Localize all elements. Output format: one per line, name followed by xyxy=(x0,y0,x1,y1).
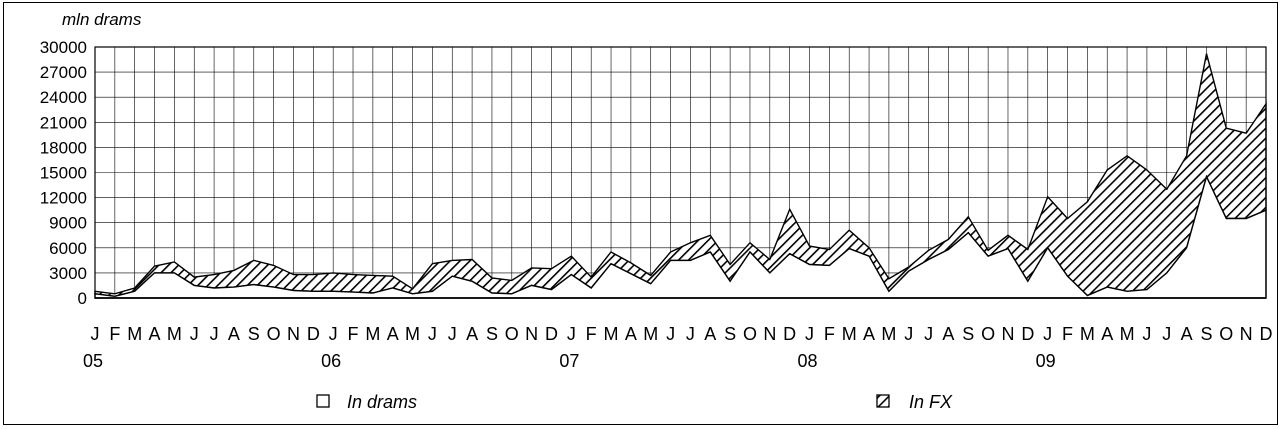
x-tick-label: M xyxy=(405,324,420,344)
x-tick-label: J xyxy=(805,324,814,344)
x-tick-label: M xyxy=(127,324,142,344)
x-tick-label: M xyxy=(1080,324,1095,344)
x-tick-label: J xyxy=(210,324,219,344)
x-tick-label: J xyxy=(666,324,675,344)
y-tick-label: 9000 xyxy=(49,214,87,233)
x-tick-label: A xyxy=(228,324,240,344)
x-tick-label: J xyxy=(190,324,199,344)
legend-label-in-fx: In FX xyxy=(909,392,953,412)
y-tick-label: 27000 xyxy=(40,63,87,82)
x-tick-label: O xyxy=(981,324,995,344)
x-tick-label: M xyxy=(604,324,619,344)
x-tick-label: M xyxy=(842,324,857,344)
year-label: 06 xyxy=(321,351,341,371)
x-tick-label: A xyxy=(387,324,399,344)
x-tick-label: N xyxy=(1240,324,1253,344)
y-tick-label: 3000 xyxy=(49,264,87,283)
x-tick-label: N xyxy=(763,324,776,344)
x-tick-label: J xyxy=(1142,324,1151,344)
y-tick-label: 24000 xyxy=(40,88,87,107)
x-tick-label: S xyxy=(962,324,974,344)
x-tick-label: J xyxy=(91,324,100,344)
legend: In drams In FX xyxy=(316,392,953,412)
x-tick-label: N xyxy=(287,324,300,344)
x-tick-label: A xyxy=(1181,324,1193,344)
x-tick-label: A xyxy=(466,324,478,344)
year-label: 09 xyxy=(1036,351,1056,371)
x-tick-label: D xyxy=(307,324,320,344)
x-tick-label: S xyxy=(248,324,260,344)
series-in-drams-area xyxy=(94,174,1267,299)
x-tick-label: J xyxy=(686,324,695,344)
legend-swatch-in-fx xyxy=(876,394,890,408)
x-tick-label: A xyxy=(942,324,954,344)
x-tick-label: O xyxy=(1219,324,1233,344)
x-tick-label: D xyxy=(1260,324,1273,344)
x-tick-label: F xyxy=(348,324,359,344)
y-tick-label: 12000 xyxy=(40,189,87,208)
x-tick-label: A xyxy=(1101,324,1113,344)
x-tick-label: N xyxy=(525,324,538,344)
axis-layer xyxy=(94,46,1267,299)
x-tick-label: O xyxy=(743,324,757,344)
x-tick-label: F xyxy=(586,324,597,344)
x-tick-label: M xyxy=(881,324,896,344)
x-tick-label: J xyxy=(904,324,913,344)
x-tick-label: J xyxy=(1043,324,1052,344)
chart-frame: mln drams 0 3000 6000 9000 12000 15000 18000 21… xyxy=(3,2,1278,425)
x-tick-label: J xyxy=(567,324,576,344)
year-label: 05 xyxy=(83,351,103,371)
x-tick-label: J xyxy=(329,324,338,344)
x-tick-label: D xyxy=(783,324,796,344)
x-tick-label: S xyxy=(724,324,736,344)
y-tick-label: 6000 xyxy=(49,239,87,258)
x-tick-label: A xyxy=(704,324,716,344)
x-tick-label: O xyxy=(505,324,519,344)
year-label: 07 xyxy=(559,351,579,371)
x-tick-label: D xyxy=(1021,324,1034,344)
x-tick-label: S xyxy=(486,324,498,344)
y-tick-label: 21000 xyxy=(40,113,87,132)
year-labels: 05 06 07 08 09 xyxy=(83,351,1056,371)
y-tick-label: 0 xyxy=(78,289,87,308)
chart-svg: mln drams 0 3000 6000 9000 12000 15000 18000 21… xyxy=(40,10,1273,412)
y-tick-label: 30000 xyxy=(40,38,87,57)
x-tick-label: J xyxy=(428,324,437,344)
x-tick-label: A xyxy=(625,324,637,344)
x-tick-label: A xyxy=(149,324,161,344)
x-tick-label: A xyxy=(863,324,875,344)
x-tick-label: F xyxy=(109,324,120,344)
legend-swatch-in-drams xyxy=(316,394,330,408)
x-tick-label: F xyxy=(824,324,835,344)
year-label: 08 xyxy=(798,351,818,371)
x-tick-label: N xyxy=(1001,324,1014,344)
x-tick-label: F xyxy=(1062,324,1073,344)
legend-label-in-drams: In drams xyxy=(347,392,417,412)
x-tick-label: M xyxy=(1120,324,1135,344)
x-tick-label: S xyxy=(1200,324,1212,344)
y-tick-label: 15000 xyxy=(40,164,87,183)
y-tick-label: 18000 xyxy=(40,138,87,157)
x-tick-label: J xyxy=(1162,324,1171,344)
x-tick-label: M xyxy=(167,324,182,344)
y-axis-ticks: 0 3000 6000 9000 12000 15000 18000 21000 24000 27… xyxy=(40,38,87,308)
x-tick-label: M xyxy=(365,324,380,344)
x-tick-label: J xyxy=(924,324,933,344)
x-tick-label: D xyxy=(545,324,558,344)
unit-label: mln drams xyxy=(62,10,142,29)
x-tick-label: O xyxy=(267,324,281,344)
x-tick-label: J xyxy=(448,324,457,344)
x-tick-label: M xyxy=(643,324,658,344)
